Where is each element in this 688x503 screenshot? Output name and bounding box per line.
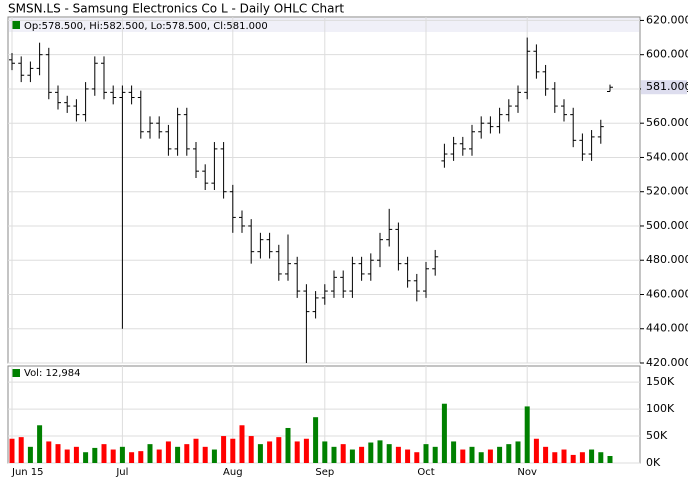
legend-swatch <box>12 369 20 377</box>
volume-bar <box>27 446 33 463</box>
volume-bar <box>184 444 190 463</box>
volume-bar <box>239 425 245 463</box>
volume-bar <box>405 449 411 463</box>
last-price-label: 581.000 <box>646 80 688 93</box>
price-header <box>9 18 639 32</box>
x-tick-label: Nov <box>517 467 537 478</box>
chart-title: SMSN.LS - Samsung Electronics Co L - Dai… <box>8 2 344 16</box>
volume-bar <box>368 442 374 463</box>
volume-bar <box>138 451 144 463</box>
volume-bar <box>165 441 171 463</box>
y-tick-label: 480.000 <box>646 253 688 266</box>
y-tick-label: 560.000 <box>646 116 688 129</box>
volume-bar <box>55 444 61 463</box>
x-tick-label: Jul <box>115 467 128 478</box>
volume-bar <box>303 438 309 463</box>
volume-bar <box>294 441 300 463</box>
volume-bar <box>561 449 567 463</box>
price-panel <box>7 16 641 364</box>
y-tick-label: 0K <box>646 456 661 469</box>
volume-bar <box>395 446 401 463</box>
volume-bar <box>506 444 512 463</box>
volume-bar <box>543 446 549 463</box>
volume-bar <box>248 436 254 463</box>
volume-bar <box>37 425 43 463</box>
volume-bar <box>83 452 89 463</box>
volume-bar <box>441 403 447 463</box>
volume-bar <box>432 446 438 463</box>
volume-bar <box>313 417 319 463</box>
volume-bar <box>322 441 328 463</box>
volume-bar <box>92 447 98 463</box>
volume-bar <box>570 454 576 463</box>
volume-bar <box>349 449 355 463</box>
x-tick-label: Sep <box>315 467 334 478</box>
volume-bar <box>469 446 475 463</box>
volume-info: Vol: 12,984 <box>24 368 81 379</box>
volume-bar <box>221 436 227 463</box>
volume-bar <box>267 441 273 463</box>
y-tick-label: 150K <box>646 375 675 388</box>
volume-bar <box>524 406 530 463</box>
volume-bar <box>386 444 392 463</box>
legend-swatch <box>12 21 20 29</box>
volume-bar <box>478 452 484 463</box>
volume-bar <box>230 438 236 463</box>
price-info: Op:578.500, Hi:582.500, Lo:578.500, Cl:5… <box>24 21 268 32</box>
volume-bar <box>101 444 107 463</box>
volume-bar <box>73 446 79 463</box>
volume-bar <box>607 456 613 463</box>
volume-bar <box>497 446 503 463</box>
y-tick-label: 50K <box>646 429 668 442</box>
last-price-box <box>641 80 687 95</box>
y-tick-label: 540.000 <box>646 150 688 163</box>
y-tick-label: 620.000 <box>646 13 688 26</box>
volume-bar <box>175 446 181 463</box>
volume-bar <box>598 452 604 463</box>
volume-bar <box>359 446 365 463</box>
volume-bar <box>340 444 346 463</box>
volume-bar <box>589 449 595 463</box>
x-tick-label: Aug <box>223 467 243 478</box>
volume-bar <box>451 441 457 463</box>
y-tick-label: 520.000 <box>646 185 688 198</box>
volume-bar <box>46 441 52 463</box>
volume-bar <box>129 452 135 463</box>
volume-bar <box>460 449 466 463</box>
volume-bar <box>579 452 585 463</box>
volume-bar <box>18 437 24 463</box>
volume-bar <box>156 449 162 463</box>
volume-bar <box>552 452 558 463</box>
y-tick-label: 500.000 <box>646 219 688 232</box>
y-tick-label: 420.000 <box>646 356 688 369</box>
volume-bar <box>257 444 263 463</box>
volume-bar <box>211 449 217 463</box>
volume-bar <box>423 444 429 463</box>
x-tick-label: Jun 15 <box>11 467 44 478</box>
x-tick-label: Oct <box>417 467 434 478</box>
volume-bar <box>276 437 282 463</box>
volume-bar <box>110 449 116 463</box>
volume-bar <box>515 441 521 463</box>
volume-bar <box>377 440 383 463</box>
y-tick-label: 440.000 <box>646 322 688 335</box>
y-tick-label: 600.000 <box>646 48 688 61</box>
volume-bar <box>487 449 493 463</box>
volume-bar <box>147 444 153 463</box>
volume-bar <box>414 452 420 463</box>
volume-bar <box>202 446 208 463</box>
volume-bar <box>285 427 291 463</box>
volume-bar <box>64 449 70 463</box>
volume-bar <box>119 446 125 463</box>
y-tick-label: 100K <box>646 402 675 415</box>
volume-bar <box>193 438 199 463</box>
y-tick-label: 460.000 <box>646 287 688 300</box>
volume-bar <box>9 438 15 463</box>
volume-bar <box>533 438 539 463</box>
volume-bar <box>331 446 337 463</box>
